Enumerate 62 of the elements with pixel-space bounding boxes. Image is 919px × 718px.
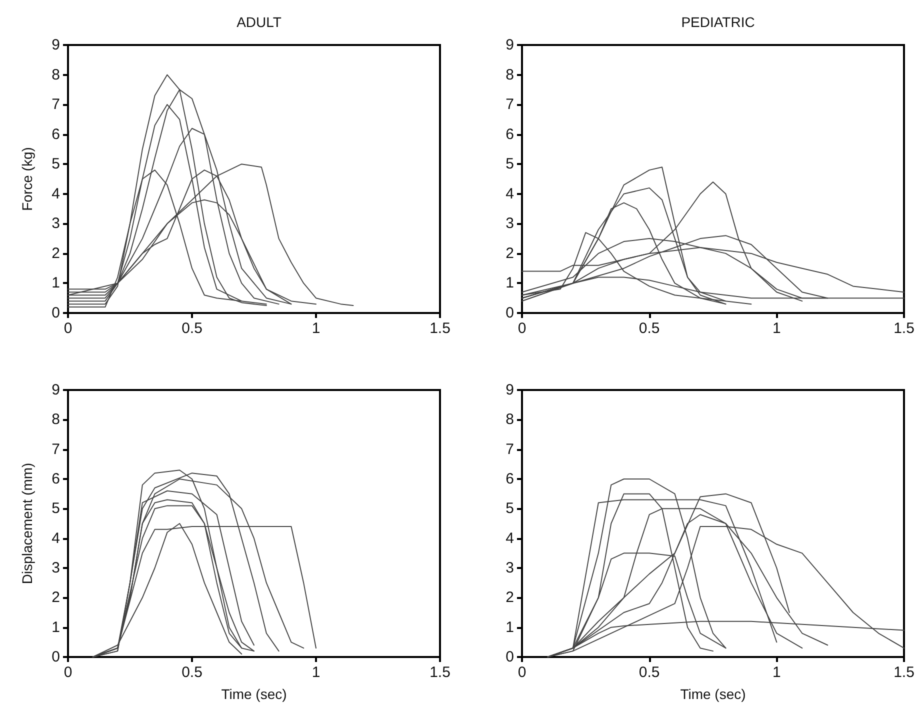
x-tick-label: 1 — [312, 320, 320, 337]
y-tick-label: 3 — [506, 560, 514, 576]
x-tick-label: 1.5 — [894, 320, 914, 337]
x-tick-label: 0 — [64, 664, 72, 681]
y-tick-label: 9 — [506, 382, 514, 398]
y-tick-label: 6 — [506, 126, 514, 143]
y-tick-label: 3 — [506, 215, 514, 232]
y-tick-label: 2 — [52, 589, 60, 606]
y-tick-label: 7 — [506, 440, 514, 458]
x-axis-title: Time (sec) — [680, 686, 746, 702]
y-tick-label: 9 — [52, 382, 60, 398]
y-tick-label: 2 — [506, 244, 514, 262]
y-tick-label: 7 — [52, 96, 60, 114]
y-tick-label: 3 — [52, 560, 60, 576]
y-tick-label: 1 — [506, 618, 514, 636]
y-tick-label: 0 — [506, 304, 514, 322]
y-tick-label: 7 — [52, 440, 60, 458]
y-tick-label: 6 — [52, 470, 60, 488]
x-tick-label: 0.5 — [182, 320, 202, 337]
y-tick-label: 4 — [52, 185, 60, 202]
x-tick-label: 0.5 — [638, 664, 660, 681]
y-tick-label: 0 — [506, 648, 514, 666]
chart-title: ADULT — [236, 14, 282, 30]
y-tick-label: 2 — [506, 589, 514, 606]
y-tick-label: 9 — [52, 36, 60, 54]
y-tick-label: 3 — [52, 215, 60, 232]
x-tick-label: 0.5 — [182, 664, 202, 681]
x-tick-label: 1 — [772, 664, 781, 681]
y-tick-label: 6 — [506, 470, 514, 488]
y-tick-label: 5 — [506, 156, 514, 173]
x-tick-label: 1.5 — [894, 664, 914, 681]
y-tick-label: 4 — [506, 530, 514, 547]
y-tick-label: 7 — [506, 96, 514, 114]
y-tick-label: 8 — [506, 66, 514, 84]
y-tick-label: 5 — [506, 500, 514, 518]
y-tick-label: 6 — [52, 126, 60, 143]
x-tick-label: 0 — [518, 664, 526, 681]
y-tick-label: 5 — [52, 500, 60, 518]
x-tick-label: 0 — [518, 320, 526, 337]
y-tick-label: 9 — [506, 36, 514, 54]
y-tick-label: 1 — [52, 618, 60, 636]
y-tick-label: 5 — [52, 156, 60, 173]
x-tick-label: 1.5 — [430, 664, 450, 681]
y-tick-label: 1 — [52, 274, 60, 292]
y-tick-label: 4 — [52, 530, 60, 547]
x-tick-label: 1 — [772, 320, 781, 337]
y-tick-label: 4 — [506, 185, 514, 202]
x-axis-title: Time (sec) — [221, 686, 287, 702]
y-tick-label: 8 — [52, 411, 60, 428]
y-tick-label: 0 — [52, 304, 60, 322]
y-tick-label: 1 — [506, 274, 514, 292]
x-tick-label: 0 — [64, 320, 72, 337]
y-axis-title: Displacement (mm) — [19, 462, 35, 584]
x-tick-label: 0.5 — [638, 320, 660, 337]
y-axis-title: Force (kg) — [19, 147, 35, 211]
y-tick-label: 8 — [506, 411, 514, 428]
y-tick-label: 0 — [52, 648, 60, 666]
y-tick-label: 8 — [52, 66, 60, 84]
chart-title: PEDIATRIC — [681, 14, 755, 30]
y-tick-label: 2 — [52, 244, 60, 262]
x-tick-label: 1.5 — [430, 320, 450, 337]
x-tick-label: 1 — [312, 664, 320, 681]
